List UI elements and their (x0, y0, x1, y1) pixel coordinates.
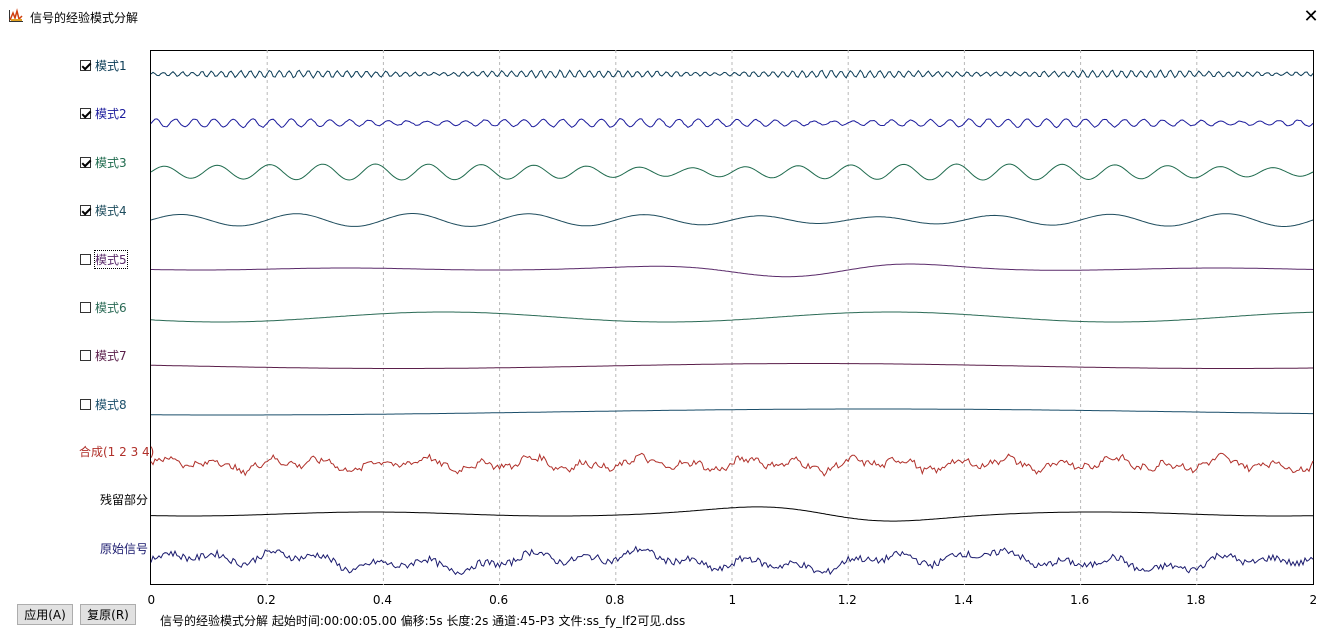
mode-8-checkbox[interactable] (80, 398, 91, 410)
mode-8-label[interactable]: 模式8 (95, 397, 127, 412)
mode-6-waveform (150, 311, 1313, 323)
mode-6-checkbox[interactable] (80, 301, 91, 313)
mode-3-waveform (150, 163, 1314, 181)
title-bar: 信号的经验模式分解 ✕ (0, 0, 1334, 32)
residual-waveform (151, 506, 1313, 522)
x-tick-label: 0.4 (372, 593, 392, 607)
mode-row-4[interactable]: 模式4 (80, 201, 127, 219)
mode-row-3[interactable]: 模式3 (80, 153, 127, 171)
close-icon: ✕ (1303, 5, 1319, 27)
status-bar-text: 信号的经验模式分解 起始时间:00:00:05.00 偏移:5s 长度:2s 通… (160, 614, 686, 628)
mode-row-7[interactable]: 模式7 (80, 346, 127, 364)
x-tick-label: 0.2 (256, 593, 276, 607)
x-tick-label: 2 (1309, 593, 1318, 607)
mode-1-label[interactable]: 模式1 (95, 58, 127, 73)
apply-button[interactable]: 应用(A) (17, 604, 73, 625)
x-tick-label: 1 (728, 593, 737, 607)
x-tick-label: 1.4 (953, 593, 973, 607)
mode-7-waveform (151, 363, 1313, 369)
x-tick-label: 0.6 (489, 593, 509, 607)
mode-3-checkbox[interactable] (80, 156, 91, 168)
x-tick-label: 1.6 (1070, 593, 1090, 607)
mode-row-6[interactable]: 模式6 (80, 298, 127, 316)
mode-8-waveform (151, 408, 1313, 416)
original-signal-label: 原始信号 (100, 542, 149, 556)
mode-7-checkbox[interactable] (80, 349, 91, 361)
mode-row-8[interactable]: 模式8 (80, 395, 127, 413)
mode-2-checkbox[interactable] (80, 107, 91, 119)
composite-label: 合成(1 2 3 4) (79, 445, 155, 459)
mode-row-1[interactable]: 模式1 (80, 56, 127, 74)
mode-4-waveform (150, 213, 1314, 227)
composite-waveform (150, 452, 1314, 477)
mode-1-waveform (150, 69, 1314, 79)
original-signal-waveform (150, 545, 1314, 576)
residual-label: 残留部分 (100, 493, 149, 507)
mode-3-label[interactable]: 模式3 (95, 155, 127, 170)
mode-5-waveform (151, 263, 1314, 278)
mode-7-label[interactable]: 模式7 (95, 348, 127, 363)
mode-2-waveform (150, 118, 1314, 129)
mode-row-2[interactable]: 模式2 (80, 104, 127, 122)
x-tick-label: 0 (147, 593, 156, 607)
x-tick-label: 0.8 (605, 593, 625, 607)
mode-4-checkbox[interactable] (80, 204, 91, 216)
mode-6-label[interactable]: 模式6 (95, 300, 127, 315)
mode-2-label[interactable]: 模式2 (95, 106, 127, 121)
x-tick-label: 1.8 (1186, 593, 1206, 607)
mode-row-5[interactable]: 模式5 (80, 249, 128, 269)
mode-5-checkbox[interactable] (80, 253, 91, 265)
x-tick-label: 1.2 (837, 593, 857, 607)
emd-plot (150, 50, 1314, 585)
mode-1-checkbox[interactable] (80, 59, 91, 71)
close-button[interactable]: ✕ (1288, 0, 1334, 32)
mode-5-label[interactable]: 模式5 (94, 249, 128, 269)
chart-app-icon (9, 8, 23, 22)
mode-4-label[interactable]: 模式4 (95, 203, 127, 218)
window-title: 信号的经验模式分解 (30, 11, 139, 25)
restore-button[interactable]: 复原(R) (80, 604, 136, 625)
